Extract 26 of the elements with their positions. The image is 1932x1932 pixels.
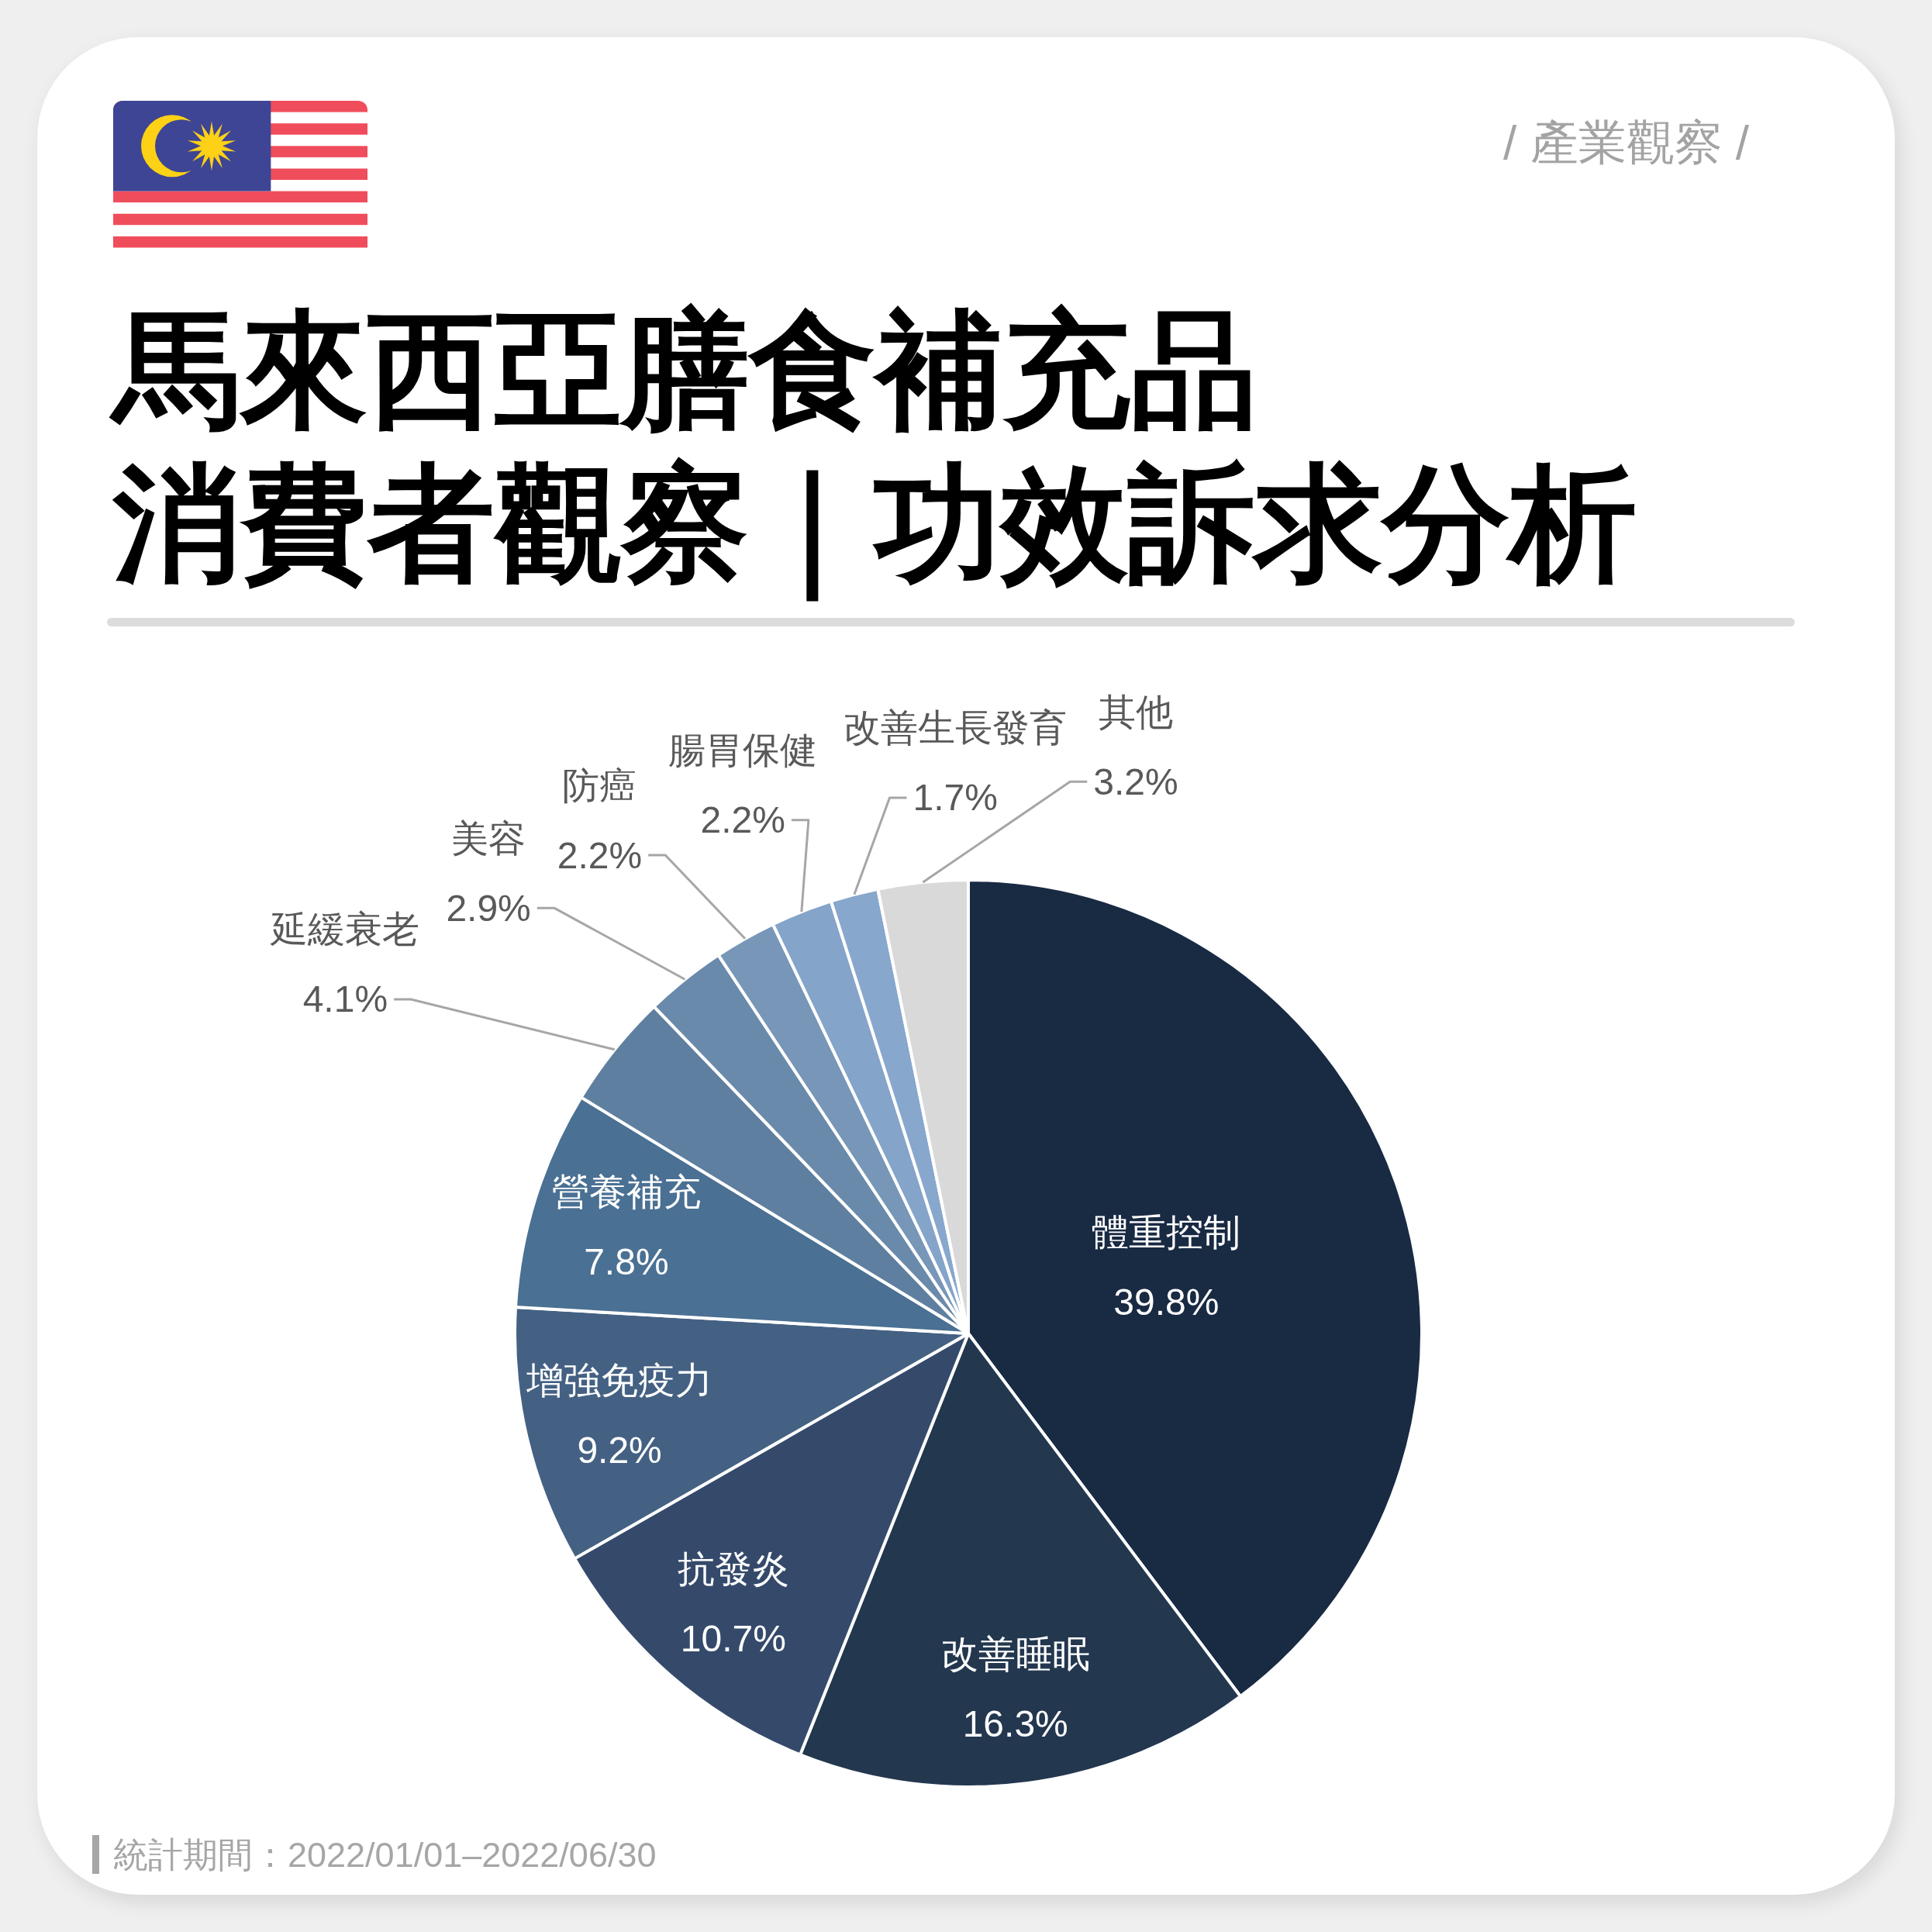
text: / 產業觀察 / — [1503, 115, 1750, 169]
data-label: 4.1% — [302, 978, 388, 1020]
slice-label: 改善睡眠 — [940, 1633, 1090, 1675]
slice-label: 改善生長發育 — [844, 707, 1068, 749]
data-label: 16.3% — [962, 1703, 1068, 1744]
chart-title: 馬來西亞膳食補充品 — [109, 298, 1258, 441]
data-label: 3.2% — [1093, 761, 1178, 802]
data-label: 2.2% — [700, 799, 785, 841]
slice-label: 美容 — [451, 817, 526, 859]
data-label: 39.8% — [1113, 1282, 1220, 1323]
slice-label: 延緩衰老 — [270, 909, 420, 950]
slice-label: 增強免疫力 — [526, 1360, 713, 1402]
data-label: 7.8% — [584, 1240, 669, 1282]
slice-label: 防癌 — [562, 764, 637, 806]
data-label: 10.7% — [680, 1618, 786, 1660]
text: 統計期間：2022/01/01–2022/06/30 — [113, 1834, 657, 1875]
slice-label: 體重控制 — [1092, 1212, 1241, 1254]
chart-subtitle: 消費者觀察｜功效訴求分析 — [112, 452, 1637, 602]
slice-label: 營養補充 — [551, 1171, 701, 1213]
slice-label: 抗發炎 — [677, 1548, 789, 1590]
data-label: 1.7% — [913, 777, 998, 819]
slice-label: 其他 — [1098, 691, 1173, 733]
slice-label: 腸胃保健 — [668, 730, 818, 771]
data-label: 9.2% — [577, 1430, 662, 1471]
data-label: 2.9% — [446, 887, 531, 929]
data-label: 2.2% — [557, 834, 643, 876]
